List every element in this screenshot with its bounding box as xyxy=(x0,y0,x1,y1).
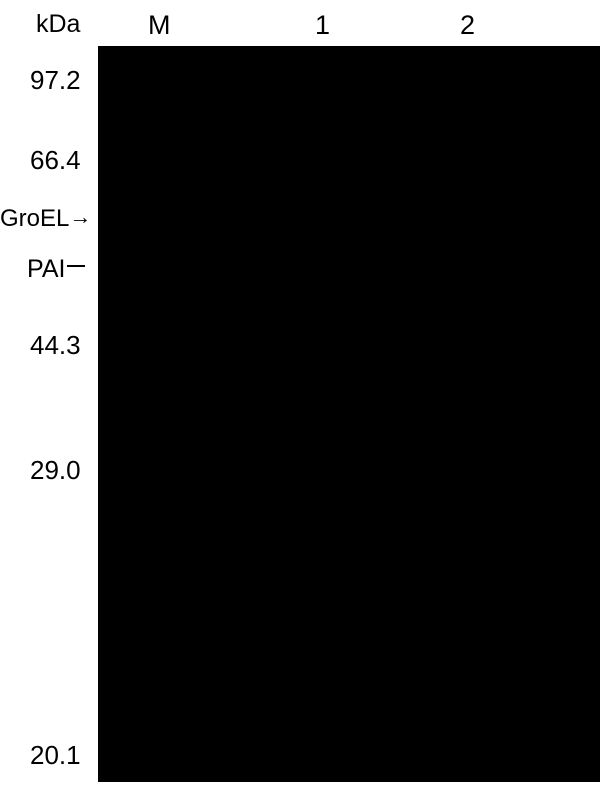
gel-image-area xyxy=(98,46,600,782)
gel-figure-container: kDa M 1 2 97.2 66.4 44.3 29.0 20.1 GroEL… xyxy=(0,0,607,788)
arrow-right-icon: → xyxy=(69,204,91,229)
lane-2-label: 2 xyxy=(460,10,475,41)
kda-header-label: kDa xyxy=(36,10,80,39)
groel-text: GroEL xyxy=(0,205,69,232)
pai-text: PAI xyxy=(27,255,65,283)
marker-29-0: 29.0 xyxy=(30,455,81,486)
groel-label: GroEL→ xyxy=(0,205,91,233)
marker-66-4: 66.4 xyxy=(30,145,81,176)
lane-m-label: M xyxy=(148,10,171,41)
marker-97-2: 97.2 xyxy=(30,65,81,96)
marker-44-3: 44.3 xyxy=(30,330,81,361)
marker-20-1: 20.1 xyxy=(30,740,81,771)
pai-label: PAI xyxy=(27,255,85,284)
dash-icon xyxy=(67,265,85,267)
lane-1-label: 1 xyxy=(315,10,330,41)
